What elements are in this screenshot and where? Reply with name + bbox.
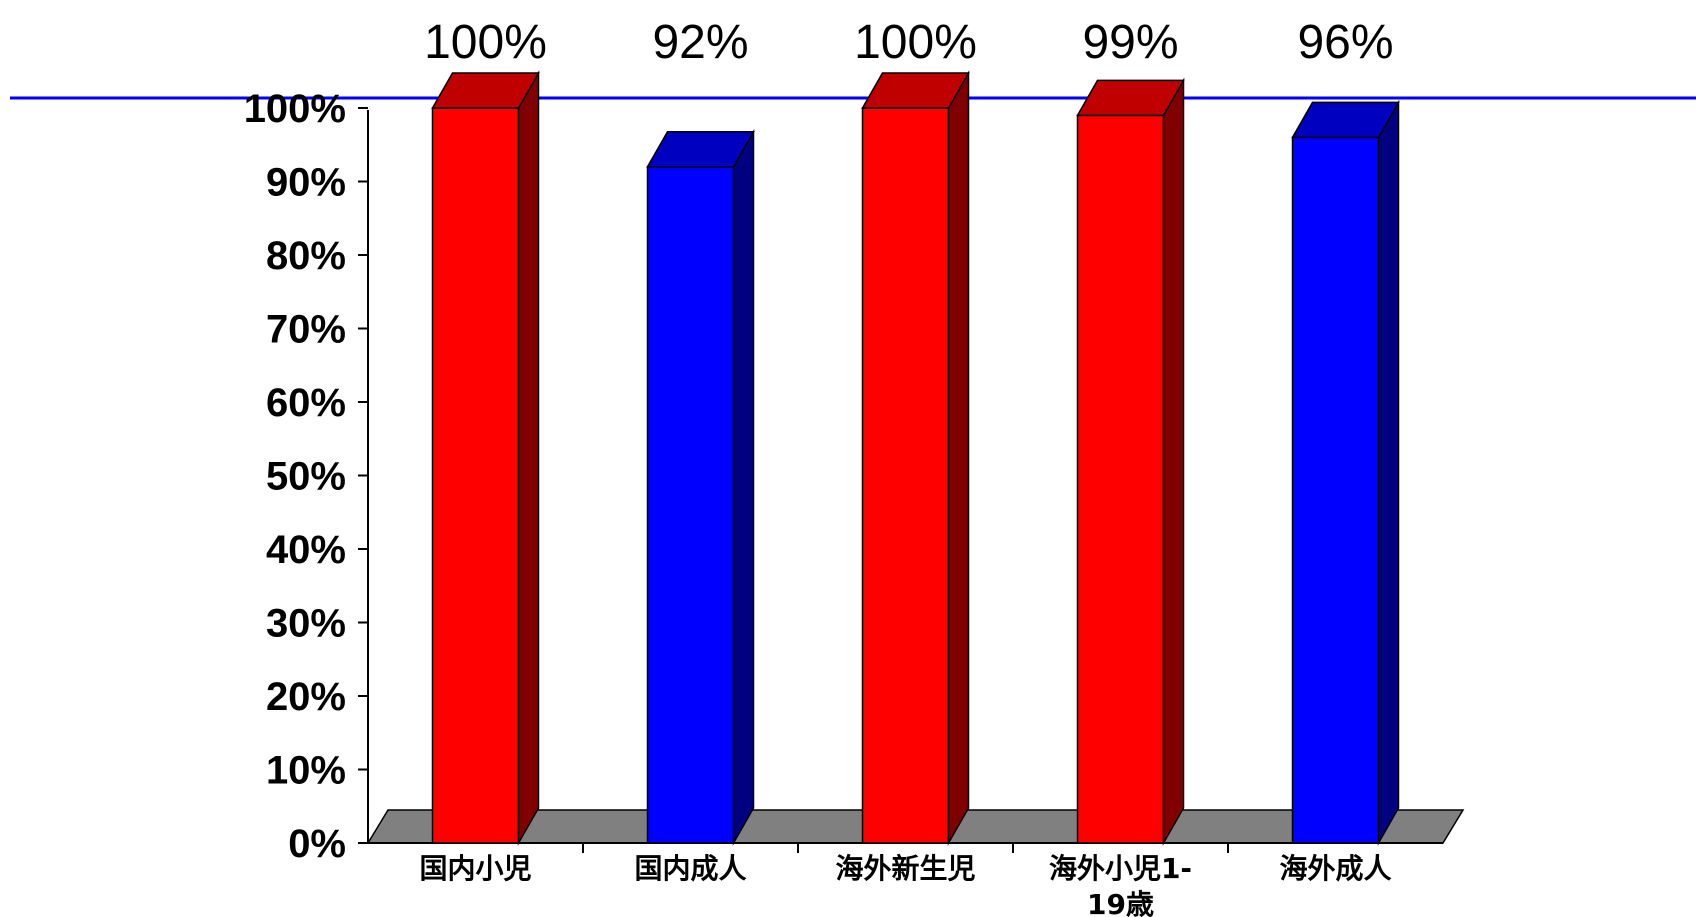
bar-top <box>431 72 540 109</box>
category-label: 海外成人 <box>1279 852 1391 885</box>
bar-front <box>646 166 735 844</box>
bar <box>1076 77 1185 846</box>
category-label: 19歳 <box>1087 888 1154 917</box>
bar <box>646 128 755 846</box>
bar-front <box>431 107 520 844</box>
y-tick-label: 20% <box>266 675 346 719</box>
category-label: 国内小児 <box>419 852 531 885</box>
y-tick-label: 50% <box>266 455 346 499</box>
y-tick-label: 80% <box>266 234 346 278</box>
bar-front <box>1076 114 1165 844</box>
data-label: 100% <box>854 16 977 69</box>
bar-top <box>1076 79 1185 117</box>
y-tick-label: 90% <box>266 161 346 205</box>
bar <box>1291 99 1400 846</box>
y-tick-label: 60% <box>266 381 346 425</box>
y-tick-label: 40% <box>266 528 346 572</box>
data-labels: 100% 92% 100% 99% 96% <box>424 16 1393 69</box>
data-label: 99% <box>1082 16 1178 69</box>
bar-top <box>861 72 970 109</box>
category-labels: 国内小児 国内成人 海外新生児 海外小児1- 19歳 海外成人 <box>419 852 1391 917</box>
data-label: 92% <box>652 16 748 69</box>
y-tick-label: 10% <box>266 749 346 793</box>
bar-top <box>646 131 755 168</box>
bar-side <box>732 128 755 846</box>
bar-top <box>1291 101 1400 139</box>
y-tick-label: 70% <box>266 308 346 352</box>
bar-side <box>1377 99 1400 846</box>
bar-front <box>1291 136 1380 844</box>
category-label: 国内成人 <box>634 852 746 885</box>
bar <box>431 70 540 846</box>
category-label: 海外小児1- <box>1049 852 1192 885</box>
bar-side <box>947 70 970 846</box>
y-tick-label: 100% <box>244 87 346 131</box>
bar <box>861 70 970 846</box>
category-label: 海外新生児 <box>835 852 975 885</box>
bar-side <box>517 70 540 846</box>
y-tick-label: 30% <box>266 602 346 646</box>
y-tick-label: 0% <box>288 822 346 866</box>
x-ticks <box>582 843 1229 853</box>
bar-side <box>1162 77 1185 846</box>
data-label: 96% <box>1297 16 1393 69</box>
bars <box>431 70 1400 846</box>
data-label: 100% <box>424 16 547 69</box>
y-ticks: 0% 10% 20% 30% 40% 50% 60% 70% 80% 90% 100% <box>244 87 368 866</box>
bar-front <box>861 107 950 844</box>
